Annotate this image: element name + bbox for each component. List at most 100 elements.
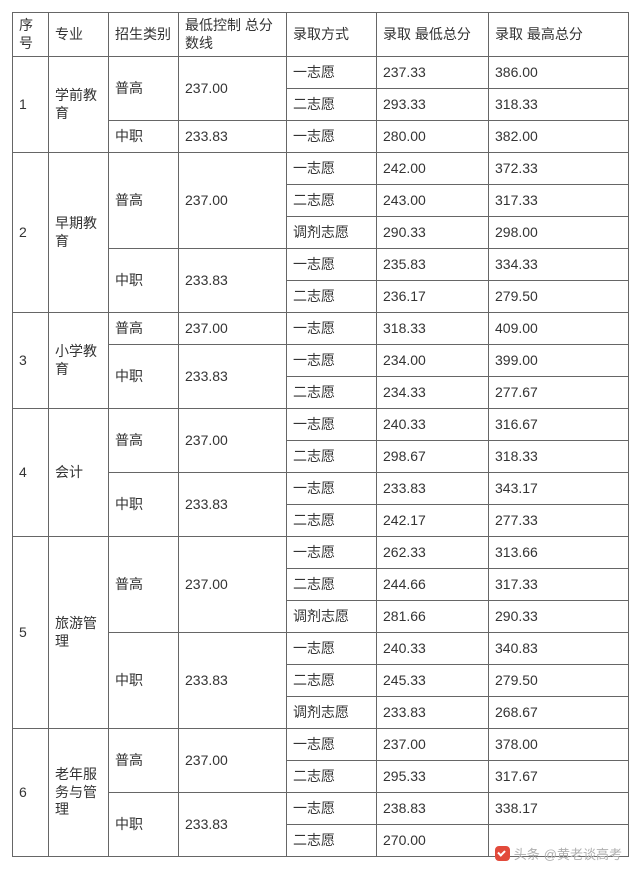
admission-table: 序号 专业 招生类别 最低控制 总分数线 录取方式 录取 最低总分 录取 最高总… [12,12,629,857]
table-header-row: 序号 专业 招生类别 最低控制 总分数线 录取方式 录取 最低总分 录取 最高总… [13,13,629,57]
cell-method: 二志愿 [287,89,377,121]
cell-max: 334.33 [489,249,629,281]
cell-max: 386.00 [489,57,629,89]
table-row: 1学前教 育普高237.00一志愿237.33386.00 [13,57,629,89]
cell-min: 245.33 [377,665,489,697]
cell-max: 277.33 [489,505,629,537]
cell-index: 4 [13,409,49,537]
cell-major: 老年服 务与管 理 [49,729,109,857]
cell-control: 233.83 [179,121,287,153]
cell-max: 399.00 [489,345,629,377]
cell-index: 1 [13,57,49,153]
cell-min: 298.67 [377,441,489,473]
cell-min: 236.17 [377,281,489,313]
cell-min: 238.83 [377,793,489,825]
cell-method: 一志愿 [287,409,377,441]
cell-category: 中职 [109,633,179,729]
cell-method: 一志愿 [287,473,377,505]
cell-min: 281.66 [377,601,489,633]
cell-category: 中职 [109,793,179,857]
cell-index: 3 [13,313,49,409]
cell-control: 233.83 [179,633,287,729]
cell-method: 二志愿 [287,569,377,601]
cell-method: 调剂志愿 [287,601,377,633]
cell-method: 一志愿 [287,153,377,185]
cell-max: 409.00 [489,313,629,345]
cell-method: 二志愿 [287,185,377,217]
cell-min: 237.33 [377,57,489,89]
cell-major: 会计 [49,409,109,537]
cell-category: 普高 [109,537,179,633]
cell-min: 242.00 [377,153,489,185]
cell-control: 237.00 [179,57,287,121]
cell-method: 一志愿 [287,537,377,569]
cell-method: 一志愿 [287,729,377,761]
cell-min: 293.33 [377,89,489,121]
cell-min: 318.33 [377,313,489,345]
cell-max [489,825,629,857]
cell-control: 233.83 [179,793,287,857]
cell-max: 313.66 [489,537,629,569]
cell-method: 调剂志愿 [287,217,377,249]
table-row: 6老年服 务与管 理普高237.00一志愿237.00378.00 [13,729,629,761]
cell-method: 一志愿 [287,345,377,377]
cell-min: 233.83 [377,697,489,729]
cell-max: 343.17 [489,473,629,505]
cell-control: 237.00 [179,409,287,473]
cell-control: 233.83 [179,473,287,537]
cell-max: 279.50 [489,281,629,313]
table-row: 2早期教 育普高237.00一志愿242.00372.33 [13,153,629,185]
cell-max: 318.33 [489,441,629,473]
cell-min: 234.33 [377,377,489,409]
cell-max: 338.17 [489,793,629,825]
cell-method: 二志愿 [287,825,377,857]
cell-min: 270.00 [377,825,489,857]
cell-max: 279.50 [489,665,629,697]
cell-max: 340.83 [489,633,629,665]
cell-category: 普高 [109,729,179,793]
cell-category: 普高 [109,409,179,473]
cell-method: 一志愿 [287,793,377,825]
cell-method: 二志愿 [287,665,377,697]
cell-index: 6 [13,729,49,857]
cell-method: 一志愿 [287,121,377,153]
table-row: 3小学教 育普高237.00一志愿318.33409.00 [13,313,629,345]
cell-min: 280.00 [377,121,489,153]
cell-max: 317.67 [489,761,629,793]
cell-method: 调剂志愿 [287,697,377,729]
cell-control: 237.00 [179,153,287,249]
cell-min: 234.00 [377,345,489,377]
cell-max: 317.33 [489,569,629,601]
table-row: 4会计普高237.00一志愿240.33316.67 [13,409,629,441]
cell-major: 学前教 育 [49,57,109,153]
cell-method: 一志愿 [287,633,377,665]
cell-control: 237.00 [179,313,287,345]
cell-min: 233.83 [377,473,489,505]
cell-max: 382.00 [489,121,629,153]
header-category: 招生类别 [109,13,179,57]
cell-major: 小学教 育 [49,313,109,409]
cell-min: 243.00 [377,185,489,217]
cell-category: 普高 [109,57,179,121]
cell-min: 240.33 [377,409,489,441]
cell-max: 318.33 [489,89,629,121]
header-major: 专业 [49,13,109,57]
cell-max: 378.00 [489,729,629,761]
cell-index: 5 [13,537,49,729]
cell-min: 290.33 [377,217,489,249]
cell-min: 235.83 [377,249,489,281]
cell-max: 317.33 [489,185,629,217]
cell-major: 早期教 育 [49,153,109,313]
cell-min: 262.33 [377,537,489,569]
cell-method: 二志愿 [287,761,377,793]
header-method: 录取方式 [287,13,377,57]
cell-max: 298.00 [489,217,629,249]
cell-control: 237.00 [179,537,287,633]
header-control: 最低控制 总分数线 [179,13,287,57]
header-index: 序号 [13,13,49,57]
table-row: 5旅游管 理普高237.00一志愿262.33313.66 [13,537,629,569]
header-max: 录取 最高总分 [489,13,629,57]
cell-index: 2 [13,153,49,313]
cell-max: 290.33 [489,601,629,633]
cell-min: 242.17 [377,505,489,537]
